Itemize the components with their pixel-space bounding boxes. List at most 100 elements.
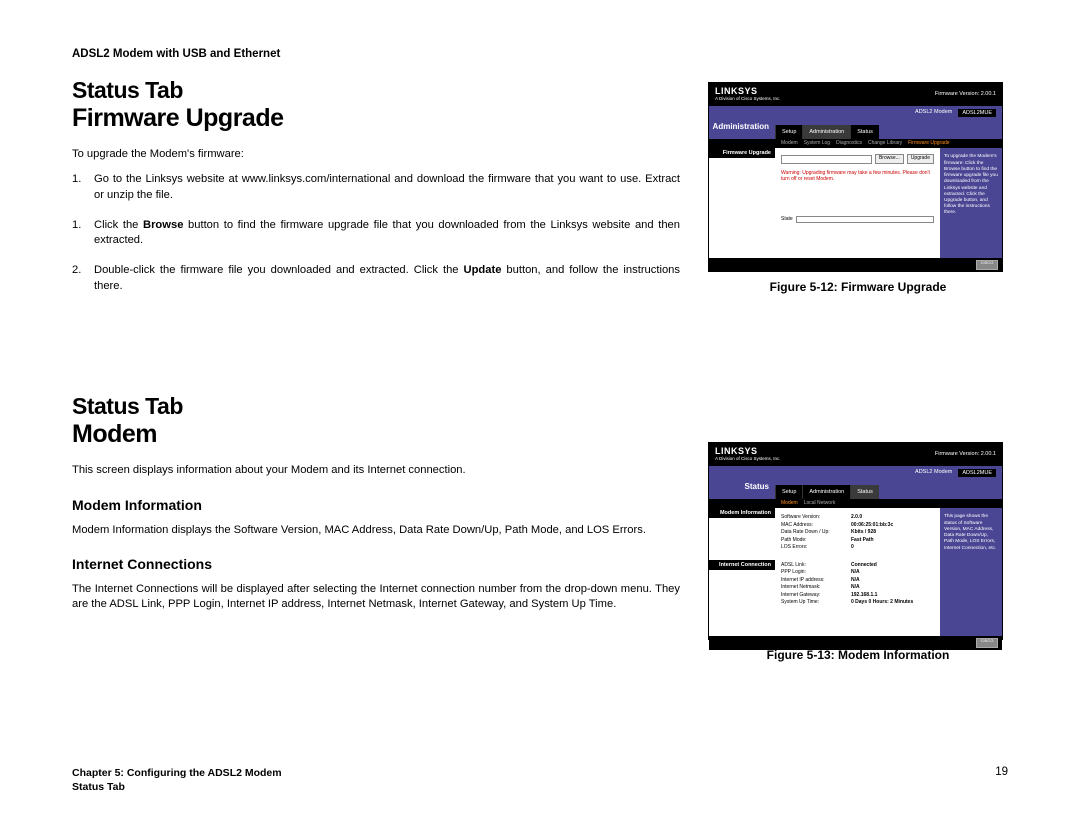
- step-text: Go to the Linksys website at www.linksys…: [94, 172, 680, 203]
- info-value: Kbits / 928: [851, 529, 876, 537]
- firmware-file-input[interactable]: [781, 155, 872, 164]
- info-value: N/A: [851, 584, 860, 592]
- logo-sub-2: A Division of Cisco Systems, Inc.: [715, 457, 781, 462]
- info-row: LOS Errors:0: [781, 544, 934, 552]
- info-row: Path Mode:Fast Path: [781, 537, 934, 545]
- step-item: 1.Go to the Linksys website at www.links…: [72, 172, 680, 203]
- model-code: ADSL2MUE: [958, 109, 996, 117]
- info-row: Software Version:2.0.0: [781, 514, 934, 522]
- info-row: Internet IP address:N/A: [781, 577, 934, 585]
- modem-info-heading: Modem Information: [72, 497, 680, 513]
- sub-tab[interactable]: Modem: [781, 141, 798, 147]
- main-row: Status Tab Firmware Upgrade To upgrade t…: [72, 78, 1008, 690]
- section1-title: Firmware Upgrade: [72, 104, 680, 133]
- logo-sub: A Division of Cisco Systems, Inc.: [715, 97, 781, 102]
- info-key: Internet Netmask:: [781, 584, 851, 592]
- info-row: MAC Address:00:06:25:01:bb:3c: [781, 522, 934, 530]
- product-header: ADSL2 Modem with USB and Ethernet: [72, 48, 1008, 60]
- info-key: Data Rate Down / Up:: [781, 529, 851, 537]
- sub-tab[interactable]: Modem: [781, 501, 798, 507]
- figure-modem-info: LINKSYS A Division of Cisco Systems, Inc…: [708, 442, 1003, 640]
- info-row: System Up Time:0 Days 0 Hours: 2 Minutes: [781, 599, 934, 607]
- step-item: 1.Click the Browse button to find the fi…: [72, 218, 680, 249]
- info-row: Data Rate Down / Up:Kbits / 928: [781, 529, 934, 537]
- page-number: 19: [995, 766, 1008, 794]
- shot1-help-panel: To upgrade the Modem's firmware: Click t…: [940, 148, 1002, 258]
- info-row: ADSL Link:Connected: [781, 562, 934, 570]
- model-code-2: ADSL2MUE: [958, 469, 996, 477]
- sub-tab[interactable]: Firmware Upgrade: [908, 141, 949, 147]
- nav-tab[interactable]: Status: [850, 485, 879, 499]
- nav-tab[interactable]: Setup: [775, 125, 802, 139]
- section1-intro: To upgrade the Modem's firmware:: [72, 147, 680, 162]
- shot2-sidebar-label1: Modem Information: [709, 508, 775, 518]
- info-row: Internet Netmask:N/A: [781, 584, 934, 592]
- internet-connections-paragraph: The Internet Connections will be display…: [72, 582, 680, 612]
- info-value: 00:06:25:01:bb:3c: [851, 522, 893, 530]
- figure-firmware-upgrade: LINKSYS A Division of Cisco Systems, Inc…: [708, 82, 1003, 272]
- nav-tab[interactable]: Administration: [802, 485, 850, 499]
- info-row: PPP Login:N/A: [781, 569, 934, 577]
- info-value: 0 Days 0 Hours: 2 Minutes: [851, 599, 913, 607]
- model-line: ADSL2 Modem: [915, 109, 952, 117]
- section1-tab-heading: Status Tab: [72, 78, 680, 102]
- info-key: System Up Time:: [781, 599, 851, 607]
- info-value: 0: [851, 544, 854, 552]
- info-key: PPP Login:: [781, 569, 851, 577]
- info-value: 2.0.0: [851, 514, 862, 522]
- info-row: Internet Gateway:192.168.1.1: [781, 592, 934, 600]
- shot2-side-label: Status: [709, 483, 775, 492]
- sub-tab[interactable]: System Log: [804, 141, 830, 147]
- sub-tab[interactable]: Change Library: [868, 141, 902, 147]
- modem-info-paragraph: Modem Information displays the Software …: [72, 523, 680, 538]
- section2-intro: This screen displays information about y…: [72, 463, 680, 478]
- info-key: Software Version:: [781, 514, 851, 522]
- model-line-2: ADSL2 Modem: [915, 469, 952, 477]
- step-number: 1.: [72, 172, 94, 203]
- info-value: 192.168.1.1: [851, 592, 877, 600]
- left-column: Status Tab Firmware Upgrade To upgrade t…: [72, 78, 680, 690]
- figure2-caption: Figure 5-13: Modem Information: [708, 648, 1008, 662]
- browse-button[interactable]: Browse...: [875, 154, 904, 164]
- nav-tab[interactable]: Setup: [775, 485, 802, 499]
- figure1-caption: Figure 5-12: Firmware Upgrade: [708, 280, 1008, 294]
- section2-tab-heading: Status Tab: [72, 394, 680, 418]
- step-text: Click the Browse button to find the firm…: [94, 218, 680, 249]
- info-key: Internet Gateway:: [781, 592, 851, 600]
- firmware-steps: 1.Go to the Linksys website at www.links…: [72, 172, 680, 294]
- shot2-help-panel: This page shows the status of Software V…: [940, 508, 1002, 636]
- right-column: LINKSYS A Division of Cisco Systems, Inc…: [708, 78, 1008, 690]
- footer-tab: Status Tab: [72, 780, 282, 794]
- nav-tab[interactable]: Status: [850, 125, 879, 139]
- page-footer: Chapter 5: Configuring the ADSL2 Modem S…: [72, 766, 1008, 794]
- info-value: Connected: [851, 562, 877, 570]
- step-number: 2.: [72, 263, 94, 294]
- info-value: N/A: [851, 569, 860, 577]
- shot1-sidebar-label: Firmware Upgrade: [709, 148, 775, 158]
- info-key: LOS Errors:: [781, 544, 851, 552]
- info-key: Path Mode:: [781, 537, 851, 545]
- shot1-side-label: Administration: [709, 123, 775, 132]
- step-text: Double-click the firmware file you downl…: [94, 263, 680, 294]
- step-number: 1.: [72, 218, 94, 249]
- firmware-warning: Warning: Upgrading firmware may take a f…: [781, 170, 934, 182]
- info-key: ADSL Link:: [781, 562, 851, 570]
- info-key: MAC Address:: [781, 522, 851, 530]
- shot2-sidebar-label2: Internet Connection: [709, 560, 775, 570]
- state-box: [796, 216, 934, 223]
- section2-title: Modem: [72, 420, 680, 449]
- sub-tab[interactable]: Local Network: [804, 501, 836, 507]
- state-label: State: [781, 217, 793, 223]
- nav-tab[interactable]: Administration: [802, 125, 850, 139]
- firmware-version-label: Firmware Version: 2.00.1: [935, 91, 996, 97]
- sub-tab[interactable]: Diagnostics: [836, 141, 862, 147]
- upgrade-button[interactable]: Upgrade: [907, 154, 934, 164]
- cisco-logo-2: CISCO: [976, 638, 998, 648]
- info-value: N/A: [851, 577, 860, 585]
- info-key: Internet IP address:: [781, 577, 851, 585]
- info-value: Fast Path: [851, 537, 874, 545]
- internet-connections-heading: Internet Connections: [72, 556, 680, 572]
- firmware-version-label-2: Firmware Version: 2.00.1: [935, 451, 996, 457]
- cisco-logo: CISCO: [976, 260, 998, 270]
- footer-chapter: Chapter 5: Configuring the ADSL2 Modem: [72, 766, 282, 780]
